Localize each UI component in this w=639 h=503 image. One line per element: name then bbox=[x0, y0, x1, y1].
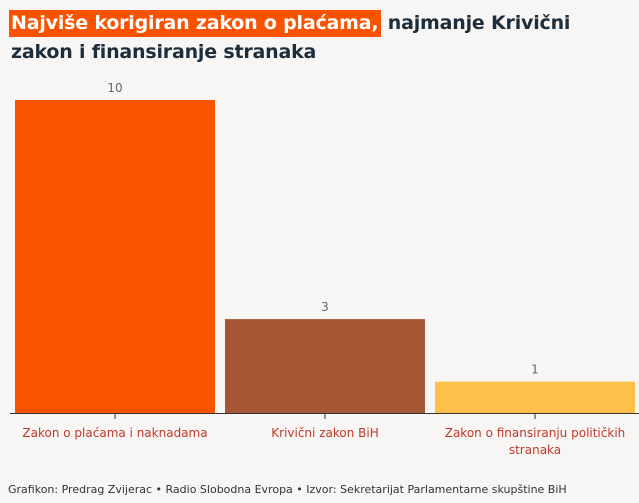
category-label-3-line-2: stranaka bbox=[509, 443, 561, 457]
chart-title: Najviše korigiran zakon o plaćama, najma… bbox=[9, 9, 631, 67]
bars-group bbox=[15, 100, 635, 413]
value-label-3: 1 bbox=[531, 363, 539, 377]
value-labels-group: 10 3 1 bbox=[107, 81, 538, 377]
category-label-1: Zakon o plaćama i naknadama bbox=[22, 426, 207, 440]
value-label-1: 10 bbox=[107, 81, 122, 95]
bar-3 bbox=[435, 381, 635, 413]
x-axis bbox=[10, 413, 639, 419]
category-label-2: Krivični zakon BiH bbox=[271, 426, 378, 440]
source-credit: Grafikon: Predrag Zvijerac • Radio Slobo… bbox=[8, 483, 567, 496]
value-label-2: 3 bbox=[321, 300, 329, 314]
title-rest: najmanje Krivični zakon i finansiranje s… bbox=[11, 12, 571, 63]
bar-1 bbox=[15, 100, 215, 413]
category-labels-group: Zakon o plaćama i naknadama Krivični zako… bbox=[22, 426, 625, 457]
title-highlight: Najviše korigiran zakon o plaćama, bbox=[9, 10, 382, 37]
category-label-3-line-1: Zakon o finansiranju političkih bbox=[445, 426, 626, 440]
bar-chart: 10 3 1 Zakon o plaćama i naknadama Krivični… bbox=[10, 81, 639, 457]
bar-2 bbox=[225, 319, 425, 413]
